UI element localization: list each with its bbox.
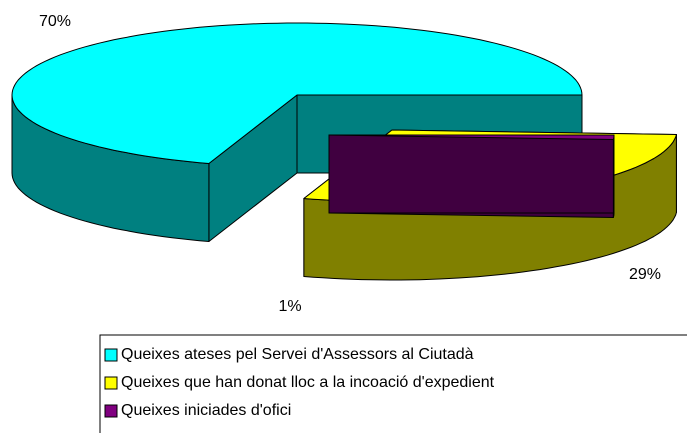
legend-swatch <box>104 404 118 418</box>
legend-label: Queixes iniciades d'ofici <box>121 402 291 419</box>
data-label: 1% <box>278 298 301 315</box>
legend-swatch <box>104 376 118 390</box>
legend-swatch <box>104 348 118 362</box>
legend-box <box>99 334 687 433</box>
slice-side <box>328 134 615 214</box>
legend-label: Queixes ateses pel Servei d'Assessors al… <box>121 346 474 363</box>
data-label: 70% <box>39 13 71 30</box>
slice <box>328 134 615 140</box>
slice <box>11 22 583 164</box>
slice-wall <box>612 134 615 218</box>
legend-label: Queixes que han donat lloc a la incoació… <box>121 374 495 391</box>
data-label: 29% <box>629 266 661 283</box>
